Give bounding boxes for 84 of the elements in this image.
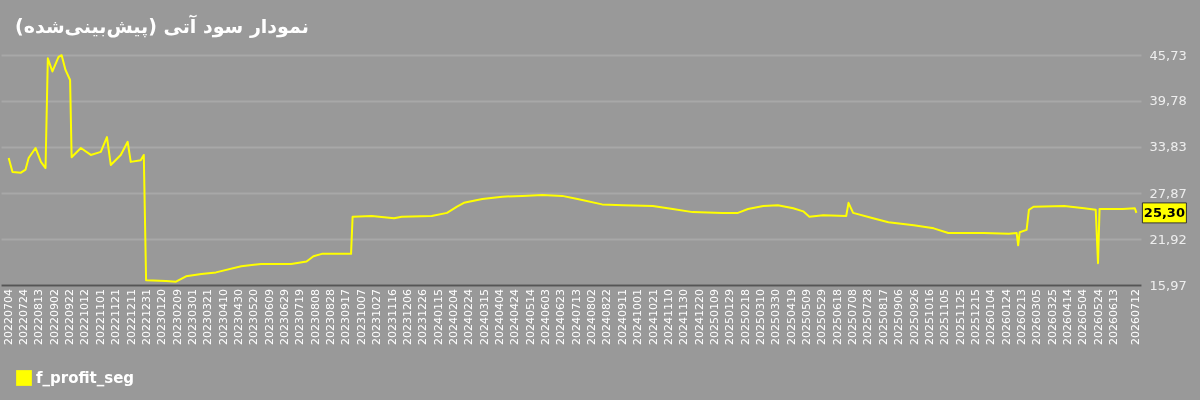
x-tick-label: 20260325 bbox=[1045, 289, 1059, 345]
x-tick-label: 20230917 bbox=[339, 289, 353, 345]
x-tick-label: 20240204 bbox=[446, 289, 460, 345]
x-tick-label: 20240404 bbox=[492, 289, 506, 345]
x-tick-label: 20221012 bbox=[78, 289, 92, 345]
x-tick-label: 20240224 bbox=[462, 289, 476, 345]
x-tick-label: 20260213 bbox=[1015, 289, 1029, 345]
x-tick-label: 20260613 bbox=[1107, 289, 1121, 345]
x-tick-label: 20240115 bbox=[431, 289, 445, 345]
x-tick-label: 20240713 bbox=[569, 289, 583, 345]
x-tick-label: 20240623 bbox=[554, 289, 568, 345]
x-tick-label: 20221101 bbox=[93, 289, 107, 345]
x-tick-label: 20250419 bbox=[784, 289, 798, 345]
chart-title: نمودار سود آتی (پیش‌بینی‌شده) bbox=[15, 14, 309, 38]
x-tick-label: 20251016 bbox=[922, 289, 936, 345]
x-tick-label: 20240424 bbox=[508, 289, 522, 345]
x-tick-label: 20250218 bbox=[738, 289, 752, 345]
x-tick-label: 20251215 bbox=[968, 289, 982, 345]
x-tick-label: 20250817 bbox=[876, 289, 890, 345]
x-tick-label: 20260414 bbox=[1061, 289, 1075, 345]
x-tick-label: 20240315 bbox=[477, 289, 491, 345]
x-tick-label: 20220724 bbox=[17, 289, 31, 345]
x-tick-label: 20241001 bbox=[631, 289, 645, 345]
x-tick-label: 20230520 bbox=[247, 289, 261, 345]
x-tick-label: 20240603 bbox=[539, 289, 553, 345]
x-tick-label: 20230120 bbox=[155, 289, 169, 345]
x-tick-label: 20241220 bbox=[692, 289, 706, 345]
x-tick-label: 20231027 bbox=[370, 289, 384, 345]
y-tick-label: 39,78 bbox=[1149, 93, 1187, 109]
x-tick-label: 20240514 bbox=[523, 289, 537, 345]
y-tick-label: 27,87 bbox=[1149, 185, 1187, 201]
x-tick-label: 20221231 bbox=[139, 289, 153, 345]
x-tick-label: 20260712 bbox=[1129, 289, 1143, 345]
y-tick-label: 33,83 bbox=[1149, 139, 1187, 155]
x-tick-label: 20251105 bbox=[938, 289, 952, 345]
x-tick-label: 20231226 bbox=[416, 289, 430, 345]
x-tick-label: 20240802 bbox=[585, 289, 599, 345]
x-tick-label: 20230321 bbox=[201, 289, 215, 345]
x-tick-label: 20260305 bbox=[1030, 289, 1044, 345]
x-tick-label: 20230719 bbox=[293, 289, 307, 345]
x-tick-label: 20250708 bbox=[846, 289, 860, 345]
x-tick-label: 20250129 bbox=[723, 289, 737, 345]
x-tick-label: 20250529 bbox=[815, 289, 829, 345]
y-tick-label: 21,92 bbox=[1149, 231, 1187, 247]
x-tick-label: 20250109 bbox=[707, 289, 721, 345]
x-tick-label: 20250330 bbox=[769, 289, 783, 345]
x-tick-label: 20250618 bbox=[830, 289, 844, 345]
x-tick-label: 20260504 bbox=[1076, 289, 1090, 345]
x-tick-label: 20230609 bbox=[262, 289, 276, 345]
annotation: 25,30 bbox=[1143, 204, 1185, 220]
x-tick-label: 20231116 bbox=[385, 289, 399, 345]
line-series bbox=[7, 54, 1138, 283]
x-tick-label: 20250310 bbox=[754, 289, 767, 345]
x-tick-label: 20220704 bbox=[1, 289, 15, 345]
x-tick-label: 20220902 bbox=[47, 289, 61, 345]
x-tick-label: 20220813 bbox=[32, 289, 46, 345]
x-tick-label: 20260104 bbox=[984, 289, 998, 345]
x-tick-label: 20241021 bbox=[646, 289, 660, 345]
x-tick-label: 20231206 bbox=[400, 289, 414, 345]
x-tick-label: 20250906 bbox=[892, 289, 906, 345]
x-tick-label: 20221211 bbox=[124, 289, 138, 345]
x-tick-label: 20230828 bbox=[324, 289, 338, 345]
y-tick-label: 45,73 bbox=[1149, 47, 1187, 63]
x-tick-label: 20240911 bbox=[615, 289, 629, 345]
legend-label: f_profit_seg bbox=[36, 369, 135, 387]
x-tick-label: 20230808 bbox=[308, 289, 322, 345]
x-tick-label: 20250509 bbox=[800, 289, 814, 345]
x-tick-label: 20230430 bbox=[231, 289, 245, 345]
x-tick-label: 20240822 bbox=[600, 289, 614, 345]
x-tick-label: 20230209 bbox=[170, 289, 184, 345]
x-tick-label: 20221121 bbox=[109, 289, 123, 345]
x-tick-label: 20251125 bbox=[953, 289, 967, 345]
x-tick-label: 20250728 bbox=[861, 289, 875, 345]
x-tick-label: 20241130 bbox=[677, 289, 691, 345]
x-tick-label: 20230410 bbox=[216, 289, 230, 345]
x-tick-label: 20241110 bbox=[661, 289, 675, 345]
x-tick-label: 20220922 bbox=[63, 289, 77, 345]
x-tick-label: 20230301 bbox=[185, 289, 199, 345]
x-tick-label: 20250926 bbox=[907, 289, 921, 345]
x-tick-label: 20231007 bbox=[354, 289, 368, 345]
x-tick-label: 20260524 bbox=[1091, 289, 1105, 345]
x-tick-label: 20230629 bbox=[278, 289, 292, 345]
x-tick-label: 20260124 bbox=[999, 289, 1013, 345]
y-tick-label: 15,97 bbox=[1149, 277, 1187, 293]
